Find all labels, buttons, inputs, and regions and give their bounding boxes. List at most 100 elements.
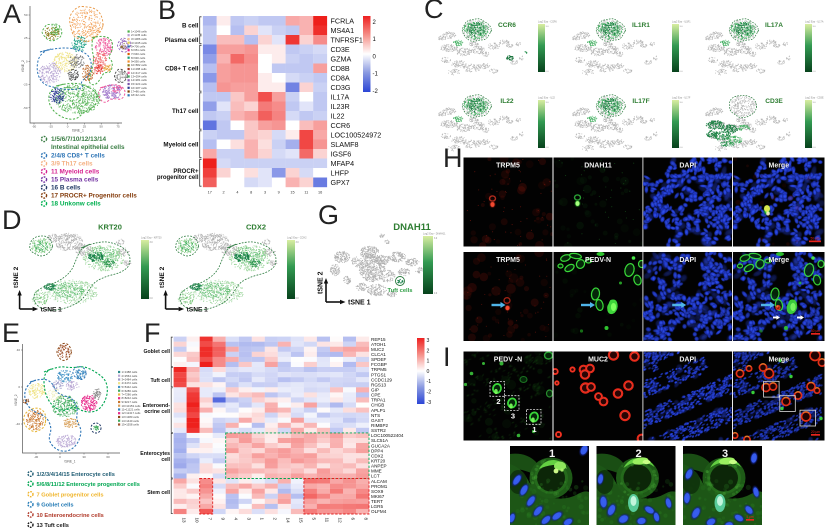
svg-text:3.0: 3.0 [150, 242, 154, 244]
svg-text:DNAH11: DNAH11 [393, 222, 431, 233]
svg-text:tSNE_2: tSNE_2 [21, 60, 25, 72]
svg-text:9=590 cells: 9=590 cells [131, 60, 146, 64]
svg-text:0.0: 0.0 [680, 147, 684, 149]
svg-text:tSNE 2: tSNE 2 [159, 266, 166, 288]
svg-text:IL23R: IL23R [331, 102, 350, 111]
svg-text:tSNE_1: tSNE_1 [72, 129, 84, 133]
svg-text:11 Myeloid cells: 11 Myeloid cells [51, 169, 100, 176]
svg-text:SPDEF: SPDEF [371, 357, 387, 362]
svg-text:3.0: 3.0 [546, 102, 550, 104]
svg-text:CDX2: CDX2 [371, 453, 384, 458]
svg-text:IGSF6: IGSF6 [331, 149, 352, 158]
svg-text:25: 25 [83, 125, 87, 129]
svg-text:10: 10 [194, 517, 199, 523]
svg-text:13=1380 cells: 13=1380 cells [122, 415, 140, 419]
svg-text:3.0: 3.0 [434, 238, 438, 240]
svg-text:-2: -2 [427, 390, 432, 396]
svg-text:0: 0 [59, 455, 61, 459]
svg-text:TRPM5: TRPM5 [371, 367, 387, 372]
svg-text:11=488 cells: 11=488 cells [131, 67, 147, 71]
svg-text:1: 1 [259, 518, 264, 521]
svg-text:B cell: B cell [182, 23, 199, 30]
svg-text:4=1045 cells: 4=1045 cells [131, 41, 147, 45]
svg-text:Log2 Exp - IL22: Log2 Exp - IL22 [538, 97, 556, 100]
svg-text:17: 17 [208, 191, 212, 195]
svg-text:10=10153 cells: 10=10153 cells [122, 404, 141, 408]
svg-text:DPP4: DPP4 [371, 448, 383, 453]
svg-text:tSNE 1: tSNE 1 [348, 300, 371, 307]
svg-text:0.0: 0.0 [813, 147, 817, 149]
svg-text:5: 5 [312, 517, 317, 520]
svg-text:IL22: IL22 [500, 98, 514, 105]
svg-text:9: 9 [278, 191, 280, 195]
svg-text:KRT20: KRT20 [98, 223, 122, 232]
svg-text:CD8A: CD8A [331, 73, 350, 82]
svg-text:17 PROCR+ Progenitor cells: 17 PROCR+ Progenitor cells [51, 193, 137, 200]
svg-text:CD8B: CD8B [331, 64, 350, 73]
svg-text:LGR5: LGR5 [371, 504, 383, 509]
svg-text:3.0: 3.0 [813, 26, 817, 28]
svg-text:0.0: 0.0 [150, 298, 154, 300]
svg-text:PEDV-N: PEDV-N [585, 257, 611, 264]
svg-text:I: I [443, 342, 451, 372]
svg-text:40: 40 [17, 348, 21, 352]
svg-text:9=9217 cells: 9=9217 cells [122, 400, 138, 404]
svg-text:C: C [424, 0, 444, 24]
svg-text:15: 15 [299, 518, 304, 524]
svg-text:IL17A: IL17A [765, 22, 783, 29]
svg-text:30: 30 [82, 455, 86, 459]
svg-text:ALCAM: ALCAM [371, 479, 387, 484]
svg-text:CDX2: CDX2 [246, 223, 266, 232]
svg-text:-50: -50 [32, 125, 37, 129]
svg-text:50: 50 [100, 125, 104, 129]
svg-text:MS4A1: MS4A1 [331, 26, 355, 35]
svg-text:0.0: 0.0 [546, 147, 550, 149]
svg-text:DAPI: DAPI [679, 163, 696, 170]
svg-text:4=4472 cells: 4=4472 cells [122, 381, 138, 385]
svg-text:7=7286 cells: 7=7286 cells [122, 393, 138, 397]
svg-text:REP15: REP15 [371, 337, 386, 342]
svg-text:CCDC129: CCDC129 [371, 377, 392, 382]
svg-text:1=1388 cells: 1=1388 cells [122, 370, 138, 374]
svg-text:3: 3 [722, 448, 728, 460]
svg-text:2: 2 [373, 20, 377, 26]
svg-text:FCGBP: FCGBP [371, 362, 387, 367]
svg-text:tSNE 2: tSNE 2 [13, 266, 20, 288]
svg-text:50: 50 [24, 13, 28, 17]
svg-text:0: 0 [427, 369, 430, 375]
svg-text:0.0: 0.0 [296, 298, 300, 300]
svg-text:2=1135 cells: 2=1135 cells [131, 33, 147, 37]
svg-text:11: 11 [325, 517, 330, 522]
svg-text:4: 4 [236, 191, 238, 195]
svg-text:CLCA1: CLCA1 [371, 352, 386, 357]
svg-text:13 Tuft cells: 13 Tuft cells [37, 523, 69, 529]
svg-text:LOC100522404: LOC100522404 [371, 433, 404, 438]
svg-text:IL22: IL22 [331, 111, 345, 120]
svg-text:SSTR2: SSTR2 [371, 428, 386, 433]
svg-text:-3: -3 [427, 400, 432, 406]
svg-text:12=417 cells: 12=417 cells [131, 71, 147, 75]
svg-text:16=187 cells: 16=187 cells [131, 86, 147, 90]
svg-text:3: 3 [427, 338, 430, 344]
svg-text:2: 2 [635, 448, 641, 460]
svg-text:3.0: 3.0 [813, 102, 817, 104]
svg-text:MUC2: MUC2 [371, 347, 384, 352]
svg-text:OLFM4: OLFM4 [371, 509, 387, 514]
svg-text:60: 60 [106, 455, 110, 459]
svg-text:CPE: CPE [371, 393, 380, 398]
svg-text:GIP: GIP [371, 388, 379, 393]
svg-text:0.0: 0.0 [813, 71, 817, 73]
svg-text:tSNE 1: tSNE 1 [41, 307, 63, 314]
svg-text:4: 4 [233, 517, 238, 520]
svg-text:A: A [3, 0, 21, 29]
svg-text:CD3G: CD3G [331, 83, 351, 92]
svg-text:cell: cell [161, 457, 170, 463]
svg-text:0.0: 0.0 [546, 71, 550, 73]
svg-text:3=1086 cells: 3=1086 cells [131, 37, 147, 41]
svg-text:progenitor cell: progenitor cell [157, 175, 199, 181]
svg-text:Merge: Merge [768, 163, 789, 170]
svg-text:5=706 cells: 5=706 cells [131, 45, 146, 49]
svg-text:-25: -25 [49, 125, 54, 129]
svg-text:NTS: NTS [371, 413, 380, 418]
svg-text:0: 0 [67, 125, 69, 129]
